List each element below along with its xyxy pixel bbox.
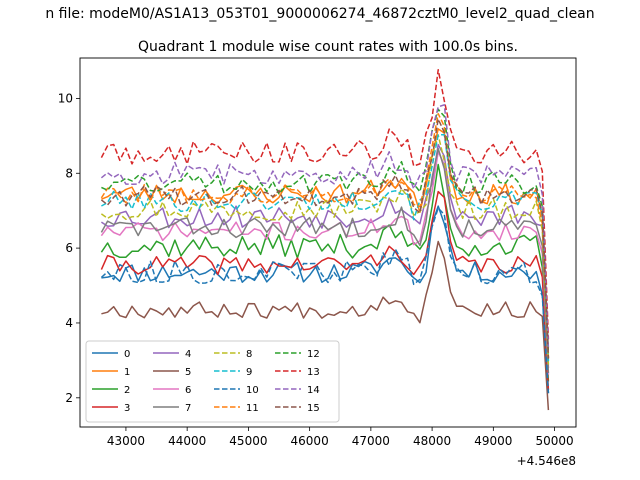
- legend-label-8: 8: [246, 349, 252, 360]
- series-line-2: [100, 163, 550, 382]
- series-layer: [100, 69, 550, 411]
- x-tick-label: 46000: [291, 434, 329, 448]
- chart-title: Quadrant 1 module wise count rates with …: [138, 39, 518, 55]
- legend-label-3: 3: [124, 403, 130, 414]
- legend-label-5: 5: [185, 367, 191, 378]
- series-line-14: [100, 104, 550, 349]
- x-tick-label: 50000: [535, 434, 573, 448]
- x-offset-label: +4.546e8: [517, 454, 576, 468]
- y-tick-label: 8: [65, 166, 73, 180]
- legend-label-2: 2: [124, 385, 130, 396]
- y-axis: 2 4 6 8 10: [58, 91, 80, 405]
- x-tick-label: 49000: [474, 434, 512, 448]
- x-tick-label: 43000: [107, 434, 145, 448]
- legend-label-14: 14: [307, 385, 320, 396]
- series-line-1: [101, 128, 550, 358]
- series-line-3: [100, 190, 550, 390]
- x-axis: 43000 44000 45000 46000 47000 48000 49000 50000: [107, 427, 574, 448]
- y-tick-label: 2: [65, 391, 73, 405]
- legend-label-11: 11: [246, 403, 259, 414]
- series-line-10: [100, 207, 550, 394]
- y-tick-label: 4: [65, 316, 73, 330]
- series-line-15: [100, 118, 550, 359]
- series-line-5: [101, 240, 550, 411]
- series-line-9: [101, 133, 550, 362]
- series-line-12: [101, 108, 550, 353]
- y-tick-label: 10: [58, 91, 73, 105]
- legend-box: [85, 340, 340, 423]
- series-line-13: [100, 69, 550, 340]
- legend-label-0: 0: [124, 349, 130, 360]
- x-tick-label: 45000: [229, 434, 267, 448]
- legend-label-13: 13: [307, 367, 320, 378]
- legend-label-4: 4: [185, 349, 191, 360]
- legend-label-7: 7: [185, 403, 191, 414]
- legend-label-10: 10: [246, 385, 259, 396]
- series-line-8: [100, 134, 550, 365]
- legend-label-12: 12: [307, 349, 320, 360]
- legend-label-15: 15: [307, 403, 320, 414]
- series-line-7: [100, 147, 550, 374]
- figure-suptitle: n file: modeM0/AS1A13_053T01_9000006274_…: [45, 6, 594, 22]
- y-tick-label: 6: [65, 241, 73, 255]
- x-tick-label: 44000: [168, 434, 206, 448]
- x-tick-label: 47000: [352, 434, 390, 448]
- x-tick-label: 48000: [413, 434, 451, 448]
- legend-label-1: 1: [124, 367, 130, 378]
- axes-frame: [79, 57, 577, 428]
- legend-label-9: 9: [246, 367, 252, 378]
- legend-label-6: 6: [185, 385, 191, 396]
